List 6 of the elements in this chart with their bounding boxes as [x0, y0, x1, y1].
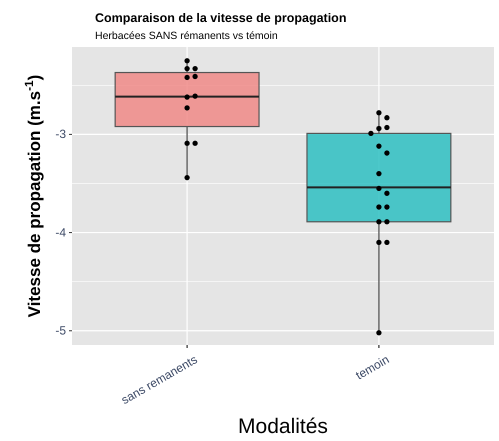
y-tick-label: -4: [55, 225, 66, 240]
chart-subtitle: Herbacées SANS rémanents vs témoin: [95, 30, 278, 42]
y-tick-label: -3: [55, 127, 66, 142]
chart-title: Comparaison de la vitesse de propagation: [95, 11, 346, 25]
y-tick-label: -5: [55, 324, 66, 338]
x-axis-title: Modalités: [238, 415, 328, 438]
